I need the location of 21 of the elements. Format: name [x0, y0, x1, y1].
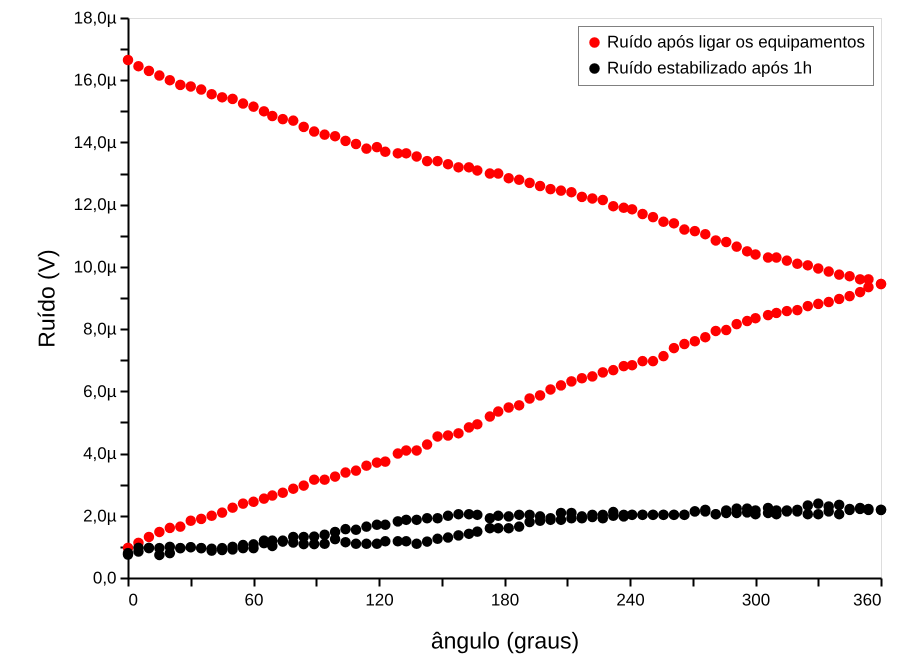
- y-tick-label: 0,0: [92, 568, 116, 588]
- y-tick-label: 6,0µ: [83, 382, 117, 401]
- y-tick-label: 4,0µ: [83, 444, 117, 464]
- x-tick-label: 60: [244, 590, 264, 610]
- y-tick-label: 10,0µ: [74, 257, 117, 276]
- x-tick-label: 360: [853, 590, 882, 610]
- y-tick-label: 2,0µ: [83, 506, 117, 526]
- y-tick-label: 14,0µ: [74, 132, 117, 152]
- x-tick-label: 300: [742, 590, 770, 610]
- y-tick-label: 8,0µ: [83, 320, 117, 339]
- x-tick-label: 240: [616, 590, 645, 610]
- y-axis-title: Ruído (V): [34, 249, 60, 348]
- y-tick-label: 18,0µ: [74, 8, 117, 28]
- legend-label: Ruído após ligar os equipamentos: [607, 32, 865, 52]
- x-axis-title: ângulo (graus): [430, 628, 580, 654]
- y-tick-label: 16,0µ: [74, 70, 117, 90]
- x-tick-label: 0: [128, 590, 138, 610]
- x-tick-label: 120: [365, 590, 394, 610]
- y-tick-label: 12,0µ: [74, 195, 117, 214]
- x-tick-label: 180: [490, 590, 520, 610]
- legend-label: Ruído estabilizado após 1h: [607, 58, 812, 78]
